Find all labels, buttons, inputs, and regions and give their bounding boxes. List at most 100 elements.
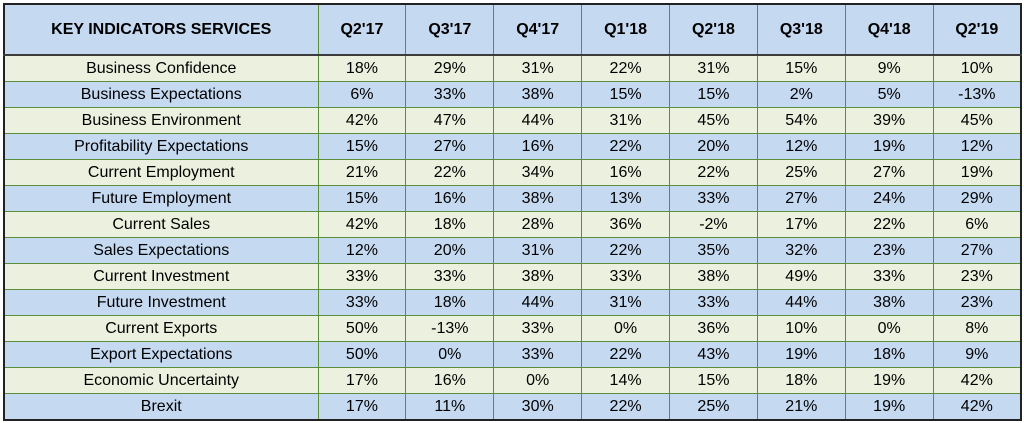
value-cell: 27% — [932, 237, 1022, 264]
value-cell: 20% — [669, 133, 758, 160]
value-cell: 5% — [844, 81, 934, 108]
row-label-cell: Business Expectations — [3, 81, 319, 108]
value-cell: 33% — [317, 263, 407, 290]
value-cell: 2% — [756, 81, 846, 108]
value-cell: 21% — [756, 393, 846, 421]
value-cell: 33% — [493, 341, 583, 368]
value-cell: 42% — [932, 367, 1022, 394]
row-label-cell: Future Employment — [3, 185, 319, 212]
value-cell: 32% — [756, 237, 846, 264]
value-cell: 31% — [669, 54, 758, 82]
value-cell: 22% — [405, 159, 495, 186]
header-cell-quarter: Q1'18 — [581, 3, 670, 56]
row-label-cell: Export Expectations — [3, 341, 319, 368]
value-cell: 27% — [756, 185, 846, 212]
value-cell: -13% — [932, 81, 1022, 108]
value-cell: 6% — [932, 211, 1022, 238]
value-cell: 33% — [844, 263, 934, 290]
value-cell: 24% — [844, 185, 934, 212]
row-label-cell: Current Investment — [3, 263, 319, 290]
value-cell: 6% — [317, 81, 407, 108]
table-row: Profitability Expectations 15% 27% 16% 22% 20… — [3, 133, 1022, 160]
value-cell: 30% — [493, 393, 583, 421]
value-cell: 50% — [317, 341, 407, 368]
table-row: Current Employment 21% 22% 34% 16% 22% 25% 27% 1… — [3, 159, 1022, 186]
value-cell: 15% — [669, 81, 758, 108]
value-cell: 42% — [317, 107, 407, 134]
value-cell: 44% — [493, 107, 583, 134]
value-cell: 33% — [405, 81, 495, 108]
value-cell: 27% — [405, 133, 495, 160]
table-row: Economic Uncertainty 17% 16% 0% 14% 15% 18% 19%… — [3, 367, 1022, 394]
value-cell: 12% — [756, 133, 846, 160]
value-cell: 25% — [756, 159, 846, 186]
value-cell: 33% — [317, 289, 407, 316]
value-cell: 19% — [844, 133, 934, 160]
value-cell: 29% — [932, 185, 1022, 212]
row-label-cell: Economic Uncertainty — [3, 367, 319, 394]
value-cell: 33% — [493, 315, 583, 342]
value-cell: 8% — [932, 315, 1022, 342]
row-label-cell: Current Exports — [3, 315, 319, 342]
value-cell: 19% — [756, 341, 846, 368]
value-cell: 10% — [932, 54, 1022, 82]
value-cell: 23% — [932, 289, 1022, 316]
value-cell: 10% — [756, 315, 846, 342]
value-cell: 21% — [317, 159, 407, 186]
value-cell: 33% — [581, 263, 670, 290]
value-cell: 47% — [405, 107, 495, 134]
value-cell: 15% — [756, 54, 846, 82]
table-row: Brexit 17% 11% 30% 22% 25% 21% 19% 42% — [3, 393, 1022, 421]
value-cell: 25% — [669, 393, 758, 421]
value-cell: 44% — [493, 289, 583, 316]
value-cell: 22% — [844, 211, 934, 238]
table-row: Current Investment 33% 33% 38% 33% 38% 49% 33% 2… — [3, 263, 1022, 290]
value-cell: 22% — [581, 133, 670, 160]
value-cell: 35% — [669, 237, 758, 264]
value-cell: 45% — [669, 107, 758, 134]
row-label-cell: Business Environment — [3, 107, 319, 134]
value-cell: 13% — [581, 185, 670, 212]
value-cell: 31% — [493, 237, 583, 264]
header-cell-quarter: Q2'19 — [932, 3, 1022, 56]
value-cell: 15% — [581, 81, 670, 108]
table-row: Export Expectations 50% 0% 33% 22% 43% 19% 18% 9… — [3, 341, 1022, 368]
value-cell: -13% — [405, 315, 495, 342]
value-cell: 43% — [669, 341, 758, 368]
value-cell: 42% — [932, 393, 1022, 421]
row-label-cell: Future Investment — [3, 289, 319, 316]
row-label-cell: Sales Expectations — [3, 237, 319, 264]
value-cell: 33% — [669, 289, 758, 316]
value-cell: 9% — [932, 341, 1022, 368]
value-cell: 31% — [581, 289, 670, 316]
table-row: Sales Expectations 12% 20% 31% 22% 35% 32% 23% 2… — [3, 237, 1022, 264]
value-cell: 12% — [932, 133, 1022, 160]
value-cell: 22% — [581, 393, 670, 421]
value-cell: 45% — [932, 107, 1022, 134]
value-cell: 22% — [581, 54, 670, 82]
row-label-cell: Business Confidence — [3, 54, 319, 82]
value-cell: 16% — [405, 367, 495, 394]
value-cell: 15% — [317, 185, 407, 212]
table-row: Future Investment 33% 18% 44% 31% 33% 44% 38% 23… — [3, 289, 1022, 316]
value-cell: 0% — [581, 315, 670, 342]
table-row: Current Exports 50% -13% 33% 0% 36% 10% 0% 8% — [3, 315, 1022, 342]
value-cell: 42% — [317, 211, 407, 238]
value-cell: 18% — [756, 367, 846, 394]
value-cell: 36% — [581, 211, 670, 238]
table-row: Current Sales 42% 18% 28% 36% -2% 17% 22% 6% — [3, 211, 1022, 238]
value-cell: 38% — [493, 263, 583, 290]
value-cell: 27% — [844, 159, 934, 186]
key-indicators-table: KEY INDICATORS SERVICES Q2'17 Q3'17 Q4'17 Q1… — [3, 3, 1022, 421]
header-cell-quarter: Q4'18 — [844, 3, 934, 56]
value-cell: 17% — [317, 367, 407, 394]
row-label-cell: Brexit — [3, 393, 319, 421]
value-cell: 19% — [844, 393, 934, 421]
value-cell: 9% — [844, 54, 934, 82]
value-cell: 29% — [405, 54, 495, 82]
header-cell-quarter: Q4'17 — [493, 3, 583, 56]
value-cell: 22% — [581, 237, 670, 264]
value-cell: 17% — [317, 393, 407, 421]
value-cell: 18% — [405, 211, 495, 238]
header-cell-quarter: Q3'17 — [405, 3, 495, 56]
